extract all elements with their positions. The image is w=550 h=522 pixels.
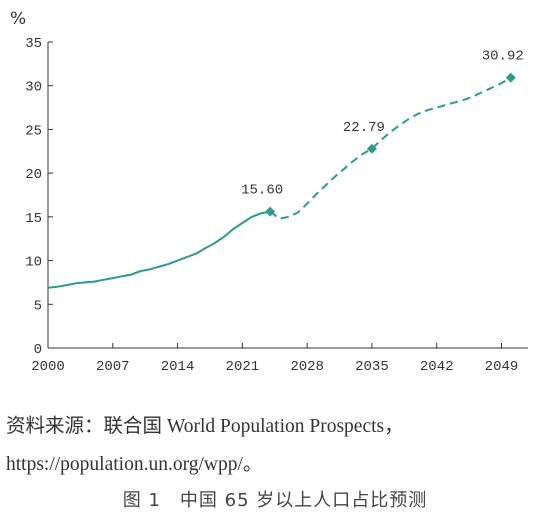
data-point-marker bbox=[265, 206, 276, 217]
y-tick-label: 35 bbox=[25, 36, 42, 52]
figure-caption: 图 1 中国 65 岁以上人口占比预测 bbox=[122, 490, 428, 511]
x-tick-label: 2035 bbox=[355, 359, 389, 375]
x-tick-label: 2042 bbox=[420, 359, 454, 375]
data-point-label: 30.92 bbox=[482, 49, 524, 65]
y-tick-label: 0 bbox=[34, 342, 42, 358]
y-tick-label: 25 bbox=[25, 123, 42, 139]
data-point-label: 15.60 bbox=[241, 183, 283, 199]
y-tick-label: 10 bbox=[25, 255, 42, 271]
y-tick-label: 5 bbox=[34, 298, 42, 314]
x-tick-label: 2028 bbox=[290, 359, 324, 375]
line-chart: % 0 5 10 15 20 25 30 35 2000 2007 2014 2021 2028 203… bbox=[10, 9, 528, 375]
x-tick-label: 2021 bbox=[226, 359, 260, 375]
data-point-label: 22.79 bbox=[343, 120, 385, 136]
x-tick-label: 2014 bbox=[161, 359, 195, 375]
y-tick-label: 30 bbox=[25, 80, 42, 96]
historical-line bbox=[47, 210, 271, 289]
y-tick-label: 20 bbox=[25, 167, 42, 183]
y-tick-label: 15 bbox=[25, 211, 42, 227]
data-point-marker bbox=[366, 143, 377, 154]
x-tick-label: 2049 bbox=[485, 359, 519, 375]
y-unit-label: % bbox=[10, 9, 26, 29]
x-tick-label: 2000 bbox=[31, 359, 65, 375]
x-tick-label: 2007 bbox=[96, 359, 130, 375]
data-point-marker bbox=[505, 72, 516, 83]
source-note: 资料来源：联合国 World Population Prospects，http… bbox=[6, 416, 404, 475]
projection-line bbox=[269, 76, 512, 220]
